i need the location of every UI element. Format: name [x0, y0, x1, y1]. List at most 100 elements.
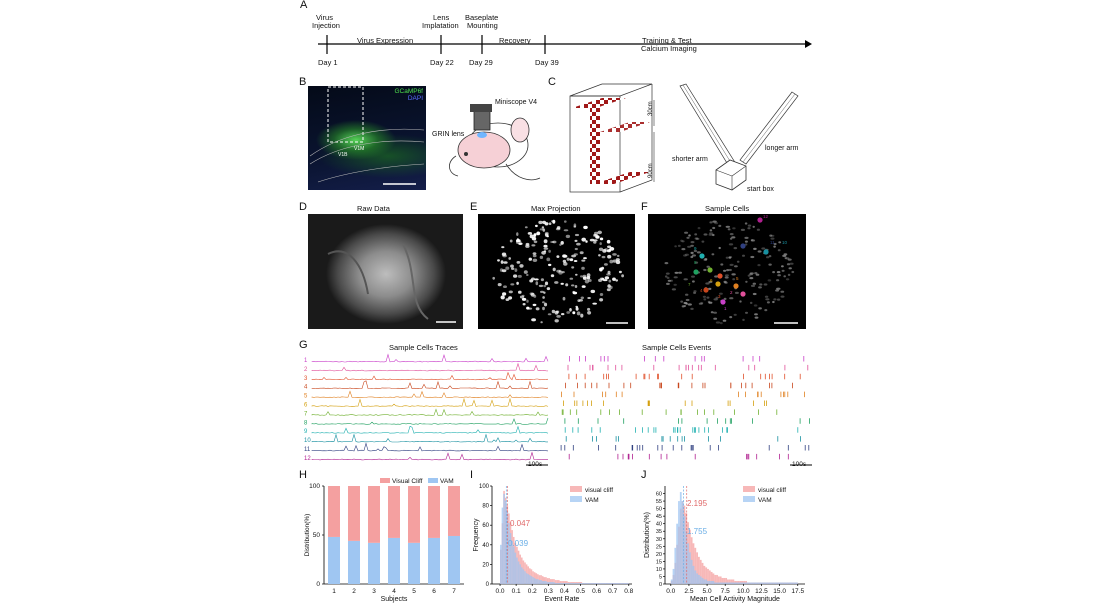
bin-vam	[757, 582, 760, 584]
legend-label-vam: VAM	[585, 497, 599, 504]
cell-blob	[704, 258, 708, 261]
miniscope-body	[473, 109, 491, 131]
cell-blob	[695, 261, 699, 264]
bin-vam	[763, 582, 766, 584]
cell-blob	[543, 247, 549, 250]
cell-blob	[518, 290, 522, 294]
cell-blob	[783, 253, 788, 256]
cell-blob	[694, 233, 698, 236]
bin-visual-cliff	[732, 579, 735, 584]
cell-blob	[777, 249, 781, 252]
bin-visual-cliff	[556, 580, 558, 584]
y-axis-label: Frequency	[473, 518, 480, 552]
cell-blob	[505, 298, 510, 301]
cell-blob	[781, 269, 785, 272]
bin-visual-cliff	[741, 580, 744, 584]
cell-blob	[599, 237, 604, 241]
x-tick-label: 2	[352, 588, 356, 595]
cell-blob	[776, 287, 781, 290]
bin-vam	[512, 546, 515, 584]
bin-vam	[734, 582, 737, 584]
bin-vam	[546, 582, 549, 584]
scale-label-traces: 100s	[528, 461, 543, 468]
cell-blob	[579, 299, 583, 302]
panel-label-j: J	[641, 469, 647, 481]
cell-blob	[556, 269, 561, 273]
cell-blob	[581, 285, 586, 288]
cell-blob	[752, 282, 756, 285]
cell-blob	[588, 279, 592, 282]
cell-blob	[580, 313, 584, 318]
cell-blob	[759, 283, 763, 286]
bin-vam	[520, 567, 523, 584]
cell-blob	[562, 296, 566, 301]
bin-visual-cliff	[551, 579, 554, 584]
cell-blob	[761, 247, 766, 250]
trace-row-label: 7	[304, 411, 308, 417]
bin-visual-cliff	[545, 577, 547, 584]
bin-vam	[756, 582, 758, 584]
cell-blob	[693, 249, 698, 253]
x-tick-label: 1	[332, 588, 336, 595]
label-training-test: Training & Test	[642, 36, 692, 45]
bin-visual-cliff	[730, 579, 733, 584]
panel-label-h: H	[299, 469, 307, 481]
cell-blob	[707, 300, 711, 303]
cell-blob	[757, 264, 761, 267]
cell-blob	[575, 307, 579, 311]
cell-blob	[538, 220, 543, 225]
cell-blob	[723, 297, 727, 300]
cell-blob	[702, 295, 706, 298]
bin-vam	[721, 582, 724, 584]
bin-vam	[768, 582, 771, 584]
cell-blob	[597, 230, 602, 235]
legend-swatch-visual-cliff	[743, 486, 755, 492]
cell-blob	[535, 307, 540, 311]
bin-visual-cliff	[554, 580, 557, 584]
cell-blob	[773, 245, 776, 248]
cell-blob	[784, 256, 788, 260]
cell-blob	[598, 247, 604, 251]
cell-blob	[756, 228, 760, 231]
bin-vam	[506, 511, 509, 584]
bin-visual-cliff	[574, 582, 576, 584]
y-tick-label: 5	[659, 574, 662, 580]
x-tick-label: 0.5	[576, 588, 585, 595]
cell-blob	[664, 262, 669, 265]
cell-blob	[750, 239, 754, 242]
bin-visual-cliff	[734, 580, 737, 584]
cell-blob	[565, 234, 571, 239]
cell-blob	[586, 273, 591, 278]
cell-blob	[768, 263, 772, 266]
cell-blob	[778, 241, 782, 244]
label-start-box: start box	[747, 186, 774, 193]
cell-blob	[601, 255, 606, 259]
mean-label: 1.755	[687, 527, 708, 536]
cell-blob	[723, 269, 727, 272]
cell-blob	[516, 261, 521, 264]
bin-visual-cliff	[736, 580, 738, 584]
cell-blob	[510, 283, 515, 286]
cell-blob	[677, 244, 681, 247]
bin-vam	[794, 582, 796, 584]
bin-vam	[509, 533, 512, 584]
bin-visual-cliff	[728, 579, 731, 584]
cell-blob	[548, 222, 552, 225]
bar-visual-cliff	[428, 486, 440, 538]
legend-swatch-vam	[428, 478, 438, 483]
cell-blob	[522, 303, 526, 306]
mean-label: 2.195	[687, 499, 708, 508]
cell-blob	[580, 275, 583, 278]
cell-blob	[615, 279, 618, 282]
cell-blob	[742, 318, 745, 321]
label-day1: Day 1	[318, 58, 338, 67]
bin-visual-cliff	[549, 579, 552, 584]
x-tick-label: 5	[412, 588, 416, 595]
bin-vam	[754, 582, 757, 584]
cell-blob	[571, 284, 575, 287]
cell-blob	[554, 310, 559, 315]
panel-label-c: C	[548, 76, 556, 88]
cell-blob	[590, 289, 596, 294]
label-longer-arm: longer arm	[765, 145, 799, 152]
bin-vam	[577, 583, 579, 584]
